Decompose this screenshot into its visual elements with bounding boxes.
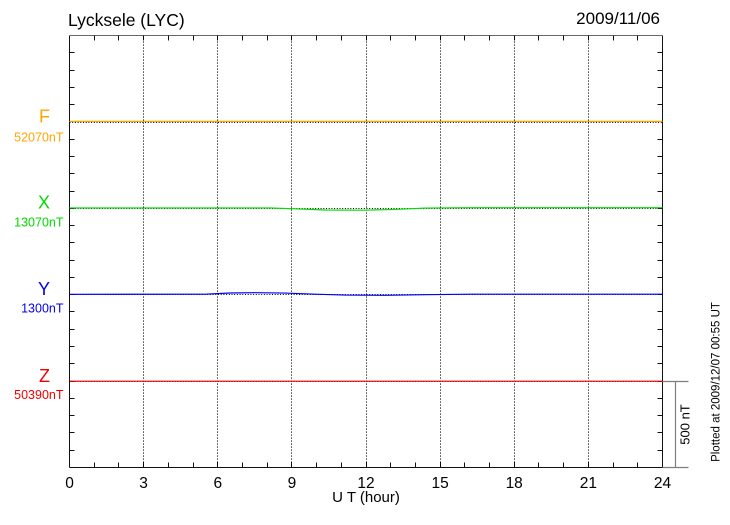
svg-text:15: 15 (431, 475, 448, 492)
svg-text:Y: Y (38, 279, 50, 299)
svg-text:0: 0 (65, 475, 74, 492)
svg-text:13070nT: 13070nT (14, 216, 64, 230)
svg-text:X: X (38, 193, 50, 213)
svg-text:18: 18 (506, 475, 523, 492)
svg-text:U T (hour): U T (hour) (332, 489, 400, 506)
svg-text:1300nT: 1300nT (21, 302, 64, 316)
svg-text:24: 24 (654, 475, 672, 492)
svg-text:50390nT: 50390nT (14, 388, 64, 402)
svg-text:9: 9 (288, 475, 297, 492)
svg-text:21: 21 (580, 475, 597, 492)
svg-text:2009/11/06: 2009/11/06 (576, 9, 660, 28)
svg-text:500 nT: 500 nT (678, 404, 693, 445)
svg-text:12: 12 (357, 475, 374, 492)
svg-text:6: 6 (213, 475, 222, 492)
svg-text:Z: Z (39, 366, 50, 386)
svg-text:Plotted at 2009/12/07 00:55 UT: Plotted at 2009/12/07 00:55 UT (711, 302, 723, 462)
svg-text:F: F (39, 106, 50, 126)
svg-text:52070nT: 52070nT (14, 130, 64, 144)
svg-text:3: 3 (139, 475, 148, 492)
svg-text:Lycksele (LYC): Lycksele (LYC) (68, 10, 185, 30)
